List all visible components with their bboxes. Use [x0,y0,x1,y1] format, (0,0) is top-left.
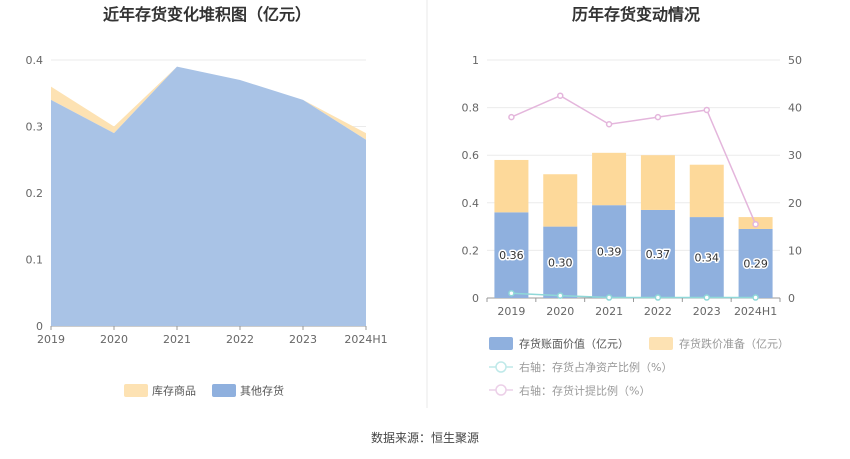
bar-value-label: 0.37 [646,248,671,261]
legend-swatch-其他存货[interactable] [212,384,236,397]
right-y2-tick-label: 0 [788,292,795,305]
left-x-tick-label: 2024H1 [344,333,387,346]
bar-label-halo: 0.39 [597,246,622,259]
bar-book-value[interactable] [543,226,578,298]
bar-value-label: 0.34 [695,252,720,265]
bar-book-value[interactable] [738,228,773,298]
bar-value-label: 0.39 [597,246,622,259]
left-x-tick-label: 2023 [289,333,317,346]
legend-label-库存商品[interactable]: 库存商品 [152,384,196,398]
right-chart-title: 历年存货变动情况 [572,5,700,24]
left-x-tick-label: 2021 [163,333,191,346]
bar-label-halo: 0.29 [743,257,768,270]
right-y2-tick-label: 10 [788,244,802,257]
area-其他存货[interactable] [51,66,366,327]
legend-label-ratio-net-assets[interactable]: 右轴：存货占净资产比例（%） [519,360,672,374]
line-ratio-net-assets[interactable] [511,292,756,299]
right-y2-tick-label: 50 [788,54,802,67]
right-x-tick-label: 2020 [546,305,574,318]
legend-marker-ratio-net-assets[interactable] [495,361,507,373]
bar-impairment[interactable] [592,152,627,206]
left-chart-title: 近年存货变化堆积图（亿元） [103,5,311,24]
bar-value-label: 0.29 [743,257,768,270]
legend-marker-provision-ratio[interactable] [495,384,507,396]
legend-swatch-book-value[interactable] [489,337,513,350]
point-provision-ratio[interactable] [654,113,662,121]
legend-label-book-value[interactable]: 存货账面价值（亿元） [519,337,629,351]
left-areas [51,66,366,327]
bar-impairment[interactable] [494,159,529,213]
bar-book-value[interactable] [494,212,529,298]
right-y-tick-label: 0.2 [462,244,480,257]
bar-value-label: 0.36 [499,249,524,262]
legend-label-impairment[interactable]: 存货跌价准备（亿元） [679,337,789,351]
bar-label-halo: 0.34 [695,252,720,265]
right-y-tick-label: 0 [472,292,479,305]
right-y2-tick-label: 40 [788,102,802,115]
left-x-ticks: 2019 2020 2021 2022 2023 2024H1 [37,326,388,346]
point-provision-ratio[interactable] [605,121,613,128]
right-y-tick-label: 0.6 [462,149,480,162]
left-y-tick-label: 0.1 [26,254,44,267]
legend-label-其他存货[interactable]: 其他存货 [240,384,284,398]
left-y-tick-label: 0 [36,320,43,333]
left-x-tick-label: 2019 [37,333,65,346]
right-y-tick-label: 1 [472,54,479,67]
source-label: 数据来源：恒生聚源 [371,430,479,445]
bar-book-value[interactable] [689,217,724,298]
bar-label-halo: 0.37 [646,248,671,261]
right-x-tick-label: 2023 [693,305,721,318]
left-x-tick-label: 2020 [100,333,128,346]
left-chart: 近年存货变化堆积图（亿元） 0 0.1 0.2 0.3 0.4 2019 2020 2021… [26,5,388,398]
point-provision-ratio[interactable] [557,92,564,99]
right-x-tick-label: 2024H1 [734,305,777,318]
bar-book-value[interactable] [592,205,627,298]
left-y-tick-label: 0.2 [26,187,44,200]
legend-label-provision-ratio[interactable]: 右轴：存货计提比例（%） [519,384,650,398]
point-ratio-net-assets[interactable] [605,294,613,301]
point-provision-ratio[interactable] [752,220,759,228]
right-lines [508,92,759,301]
right-y2-ticks: 0 10 20 30 40 50 [788,54,802,305]
bar-impairment[interactable] [543,174,578,227]
point-ratio-net-assets[interactable] [752,294,759,301]
point-ratio-net-assets[interactable] [654,294,662,301]
right-bars [494,152,773,298]
left-x-tick-label: 2022 [226,333,254,346]
left-legend: 库存商品 其他存货 [124,384,284,398]
point-provision-ratio[interactable] [508,113,515,121]
point-ratio-net-assets[interactable] [508,289,515,297]
bar-book-value[interactable] [640,209,675,298]
legend-swatch-库存商品[interactable] [124,384,148,397]
right-y2-tick-label: 30 [788,149,802,162]
bar-impairment[interactable] [640,155,675,210]
right-x-tick-label: 2019 [497,305,525,318]
right-chart: 历年存货变动情况 0.360.360.300.300.390.39 0.370.3… [462,5,803,398]
right-y2-tick-label: 20 [788,197,802,210]
right-y-ticks: 0 0.2 0.4 0.6 0.8 1 [462,54,480,305]
right-x-tick-label: 2021 [595,305,623,318]
point-provision-ratio[interactable] [703,106,710,114]
legend-swatch-impairment[interactable] [649,337,673,350]
bar-label-halo: 0.36 [499,249,524,262]
point-ratio-net-assets[interactable] [703,294,710,301]
left-y-tick-label: 0.3 [26,121,44,134]
left-y-ticks: 0 0.1 0.2 0.3 0.4 [26,54,44,333]
right-x-ticks: 2019 2020 2021 2022 2023 2024H1 [486,298,781,318]
right-legend: 存货账面价值（亿元） 存货跌价准备（亿元） 右轴：存货占净资产比例（%） 右轴：… [489,337,789,398]
right-y-tick-label: 0.8 [462,102,480,115]
right-x-tick-label: 2022 [644,305,672,318]
bar-impairment[interactable] [689,164,724,218]
bar-value-label: 0.30 [548,256,573,269]
right-y-tick-label: 0.4 [462,197,480,210]
left-y-tick-label: 0.4 [26,54,44,67]
right-data-labels: 0.360.360.300.300.390.39 0.370.37 0.340.34… [498,244,770,272]
bar-label-halo: 0.30 [548,256,573,269]
line-provision-ratio[interactable] [511,94,757,225]
point-ratio-net-assets[interactable] [557,292,564,299]
